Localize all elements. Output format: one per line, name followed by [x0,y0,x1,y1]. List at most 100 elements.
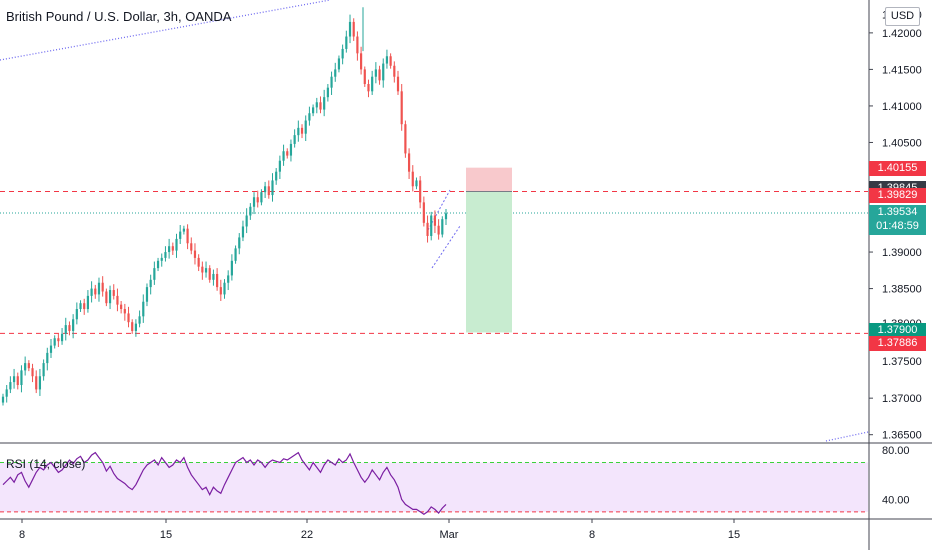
candle-body [149,279,152,288]
candle-body [127,313,130,323]
candle-body [278,160,281,172]
candle-body [75,309,78,320]
candle-body [24,363,27,371]
candle-body [400,91,403,125]
rsi-band [0,462,868,512]
countdown-label: 01:48:59 [876,220,919,233]
price-tick-label: 1.37000 [882,393,922,405]
price-tick-label: 1.41500 [882,64,922,76]
candle-body [241,226,245,238]
candle-body [297,127,300,136]
candle-body [164,252,167,258]
candle-body [367,84,370,92]
candle-body [396,76,400,92]
candle-body [315,102,318,108]
candle-body [175,238,178,251]
candle-body [94,288,97,295]
time-axis-label: 15 [160,529,172,541]
candle-body [131,322,134,331]
candle-body [204,268,208,273]
candle-body [42,363,45,377]
candle-body [252,197,256,207]
candle-body [179,231,182,239]
candle-body [363,69,366,85]
candle-body [337,58,341,70]
candle-body [153,268,156,280]
candle-body [348,21,352,37]
candle-body [197,257,200,267]
candle-body [101,282,104,292]
candle-body [145,287,149,302]
candle-body [27,363,30,369]
candle-body [293,135,296,144]
candle-body [419,180,422,203]
price-tag: 1.39534 01:48:59 [869,205,926,236]
price-tag: 1.39829 [869,188,926,204]
candle-body [160,257,163,261]
candle-body [264,186,267,193]
candle-body [407,153,411,172]
candle-body [97,282,101,295]
candle-body [5,389,8,397]
candle-body [371,76,374,92]
candle-body [345,36,348,49]
candle-body [249,206,252,216]
candle-body [90,288,93,296]
price-tick-label: 1.39000 [882,247,922,259]
time-axis-label: 15 [728,529,740,541]
candle-body [282,151,285,161]
rsi-title: RSI (14, close) [6,457,86,471]
candle-body [422,202,425,223]
channel-bottom [431,225,461,269]
candle-body [227,275,230,283]
stop-loss-zone [466,167,512,192]
currency-button[interactable]: USD [885,7,920,26]
candle-body [116,295,119,305]
candle-body [385,56,389,64]
candle-body [378,69,381,81]
candle-body [64,325,67,334]
candle-body [190,243,193,251]
candle-body [430,215,433,236]
candle-body [53,338,56,346]
candle-body [238,237,241,249]
candle-body [433,215,437,226]
candle-body [267,186,270,196]
candle-body [256,197,259,203]
time-axis-label: 22 [301,529,313,541]
candle-body [319,102,322,110]
candle-body [356,36,359,54]
candle-body [49,345,53,353]
candle-body [341,48,344,59]
candle-body [426,222,429,236]
candle-body [68,325,71,331]
candle-body [275,171,278,181]
candle-body [9,382,12,390]
price-tick-label: 1.40500 [882,137,922,149]
price-tick-label: 1.38500 [882,284,922,296]
candle-body [138,316,141,324]
price-tag: 1.37886 [869,336,926,352]
candle-body [182,228,185,232]
chart-title: British Pound / U.S. Dollar, 3h, OANDA [6,9,232,24]
candle-body [308,113,311,121]
candle-body [186,228,189,244]
candle-body [352,21,355,37]
candle-body [389,56,392,66]
price-tag: 1.40155 [869,160,926,176]
candle-body [123,309,126,314]
candle-body [289,143,293,156]
candle-body [35,376,38,390]
candle-body [83,303,86,310]
candle-body [79,303,82,310]
candle-body [212,273,215,280]
candle-body [142,301,145,317]
price-tick-label: 1.37500 [882,356,922,368]
candle-body [326,87,329,98]
candle-body [334,69,337,77]
time-axis-label: 8 [19,529,25,541]
candle-body [60,333,64,342]
candle-body [193,250,197,258]
take-profit-zone [466,191,512,333]
